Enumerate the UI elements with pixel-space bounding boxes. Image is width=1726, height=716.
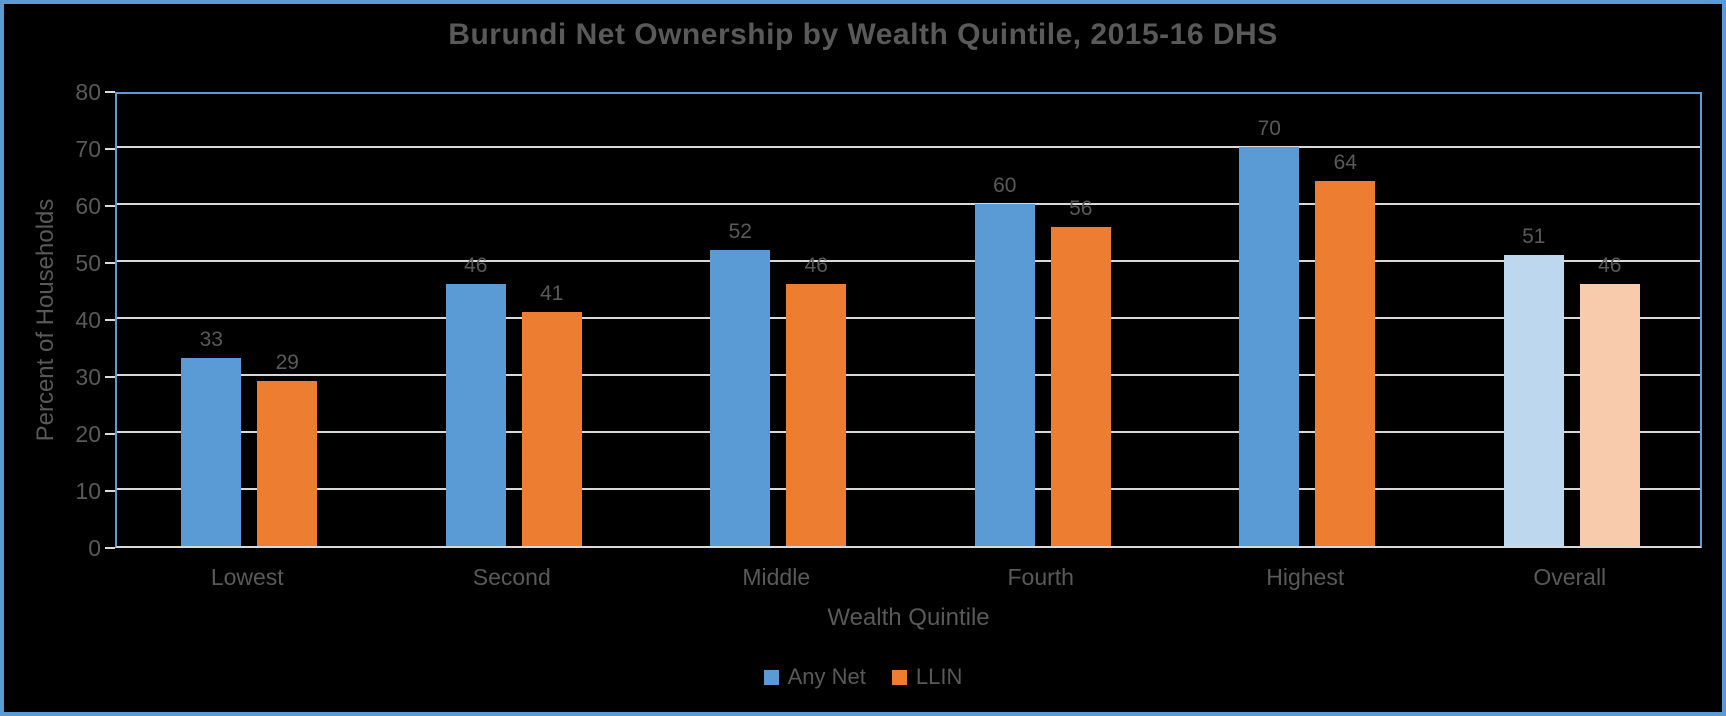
gridline-30 [117, 374, 1700, 376]
chart-title: Burundi Net Ownership by Wealth Quintile… [448, 18, 1278, 51]
bar-value-label-llin-overall: 46 [1598, 253, 1622, 277]
bar-value-label-any-net-middle: 52 [728, 219, 752, 243]
y-axis-tick [105, 490, 115, 492]
y-axis-tick-label: 20 [75, 421, 101, 447]
bar-any-net-highest [1239, 147, 1300, 546]
bar-any-net-overall [1503, 255, 1564, 546]
bar-value-label-any-net-second: 46 [464, 253, 488, 277]
bar-llin-overall [1579, 283, 1640, 546]
bar-value-label-llin-highest: 64 [1333, 151, 1357, 175]
y-axis-tick-label: 40 [75, 307, 101, 333]
bar-llin-fourth [1050, 226, 1111, 546]
y-axis-tick [105, 205, 115, 207]
y-axis-tick-label: 10 [75, 478, 101, 504]
bar-value-label-any-net-overall: 51 [1522, 225, 1546, 249]
bar-value-label-any-net-lowest: 33 [199, 327, 223, 351]
bar-llin-second [521, 312, 582, 546]
bar-llin-lowest [257, 380, 318, 546]
bar-value-label-llin-fourth: 56 [1069, 196, 1093, 220]
y-axis-tick [105, 547, 115, 549]
bar-value-label-llin-second: 41 [540, 282, 564, 306]
x-axis-title: Wealth Quintile [827, 604, 990, 631]
y-axis-tick [105, 148, 115, 150]
legend-swatch-any-net [763, 669, 779, 685]
bar-value-label-llin-lowest: 29 [275, 350, 299, 374]
bar-any-net-fourth [974, 204, 1035, 546]
bar-any-net-second [445, 283, 506, 546]
x-axis-label-highest: Highest [1266, 564, 1345, 590]
x-axis-label-overall: Overall [1533, 564, 1607, 590]
y-axis-tick [105, 319, 115, 321]
gridline-50 [117, 260, 1700, 262]
x-axis-label-lowest: Lowest [210, 564, 284, 590]
y-axis-tick [105, 376, 115, 378]
y-axis-tick-label: 30 [75, 364, 101, 390]
bar-any-net-lowest [181, 357, 242, 546]
x-axis-label-middle: Middle [742, 564, 811, 590]
bar-value-label-any-net-highest: 70 [1257, 117, 1281, 140]
bar-llin-middle [786, 283, 847, 546]
y-axis-tick [105, 262, 115, 264]
y-axis-tick [105, 91, 115, 93]
bar-any-net-middle [710, 249, 771, 546]
legend-swatch-llin [891, 669, 907, 685]
y-axis-tick-label: 50 [75, 250, 101, 276]
y-axis-tick-label: 80 [75, 79, 101, 105]
legend: Any Net LLIN [4, 664, 1722, 690]
bar-value-label-any-net-fourth: 60 [993, 174, 1017, 197]
legend-label-llin: LLIN [915, 664, 963, 689]
bar-llin-highest [1315, 181, 1376, 546]
y-axis-tick-label: 60 [75, 193, 101, 219]
y-axis-tick-label: 70 [75, 136, 101, 162]
y-axis-tick [105, 433, 115, 435]
legend-label-any-net: Any Net [787, 664, 866, 689]
legend-item-llin: LLIN [891, 664, 963, 690]
legend-item-any-net: Any Net [763, 664, 866, 690]
plot-area: 33 29 46 41 52 46 60 56 70 64 51 46 [115, 92, 1702, 548]
bar-value-label-llin-middle: 46 [804, 253, 828, 277]
gridline-60 [117, 203, 1700, 205]
gridline-20 [117, 431, 1700, 433]
gridline-10 [117, 488, 1700, 490]
gridline-70 [117, 146, 1700, 148]
x-axis-label-fourth: Fourth [1007, 564, 1074, 590]
y-axis-tick-label: 0 [88, 535, 101, 561]
gridline-40 [117, 317, 1700, 319]
x-axis-label-second: Second [472, 564, 551, 590]
